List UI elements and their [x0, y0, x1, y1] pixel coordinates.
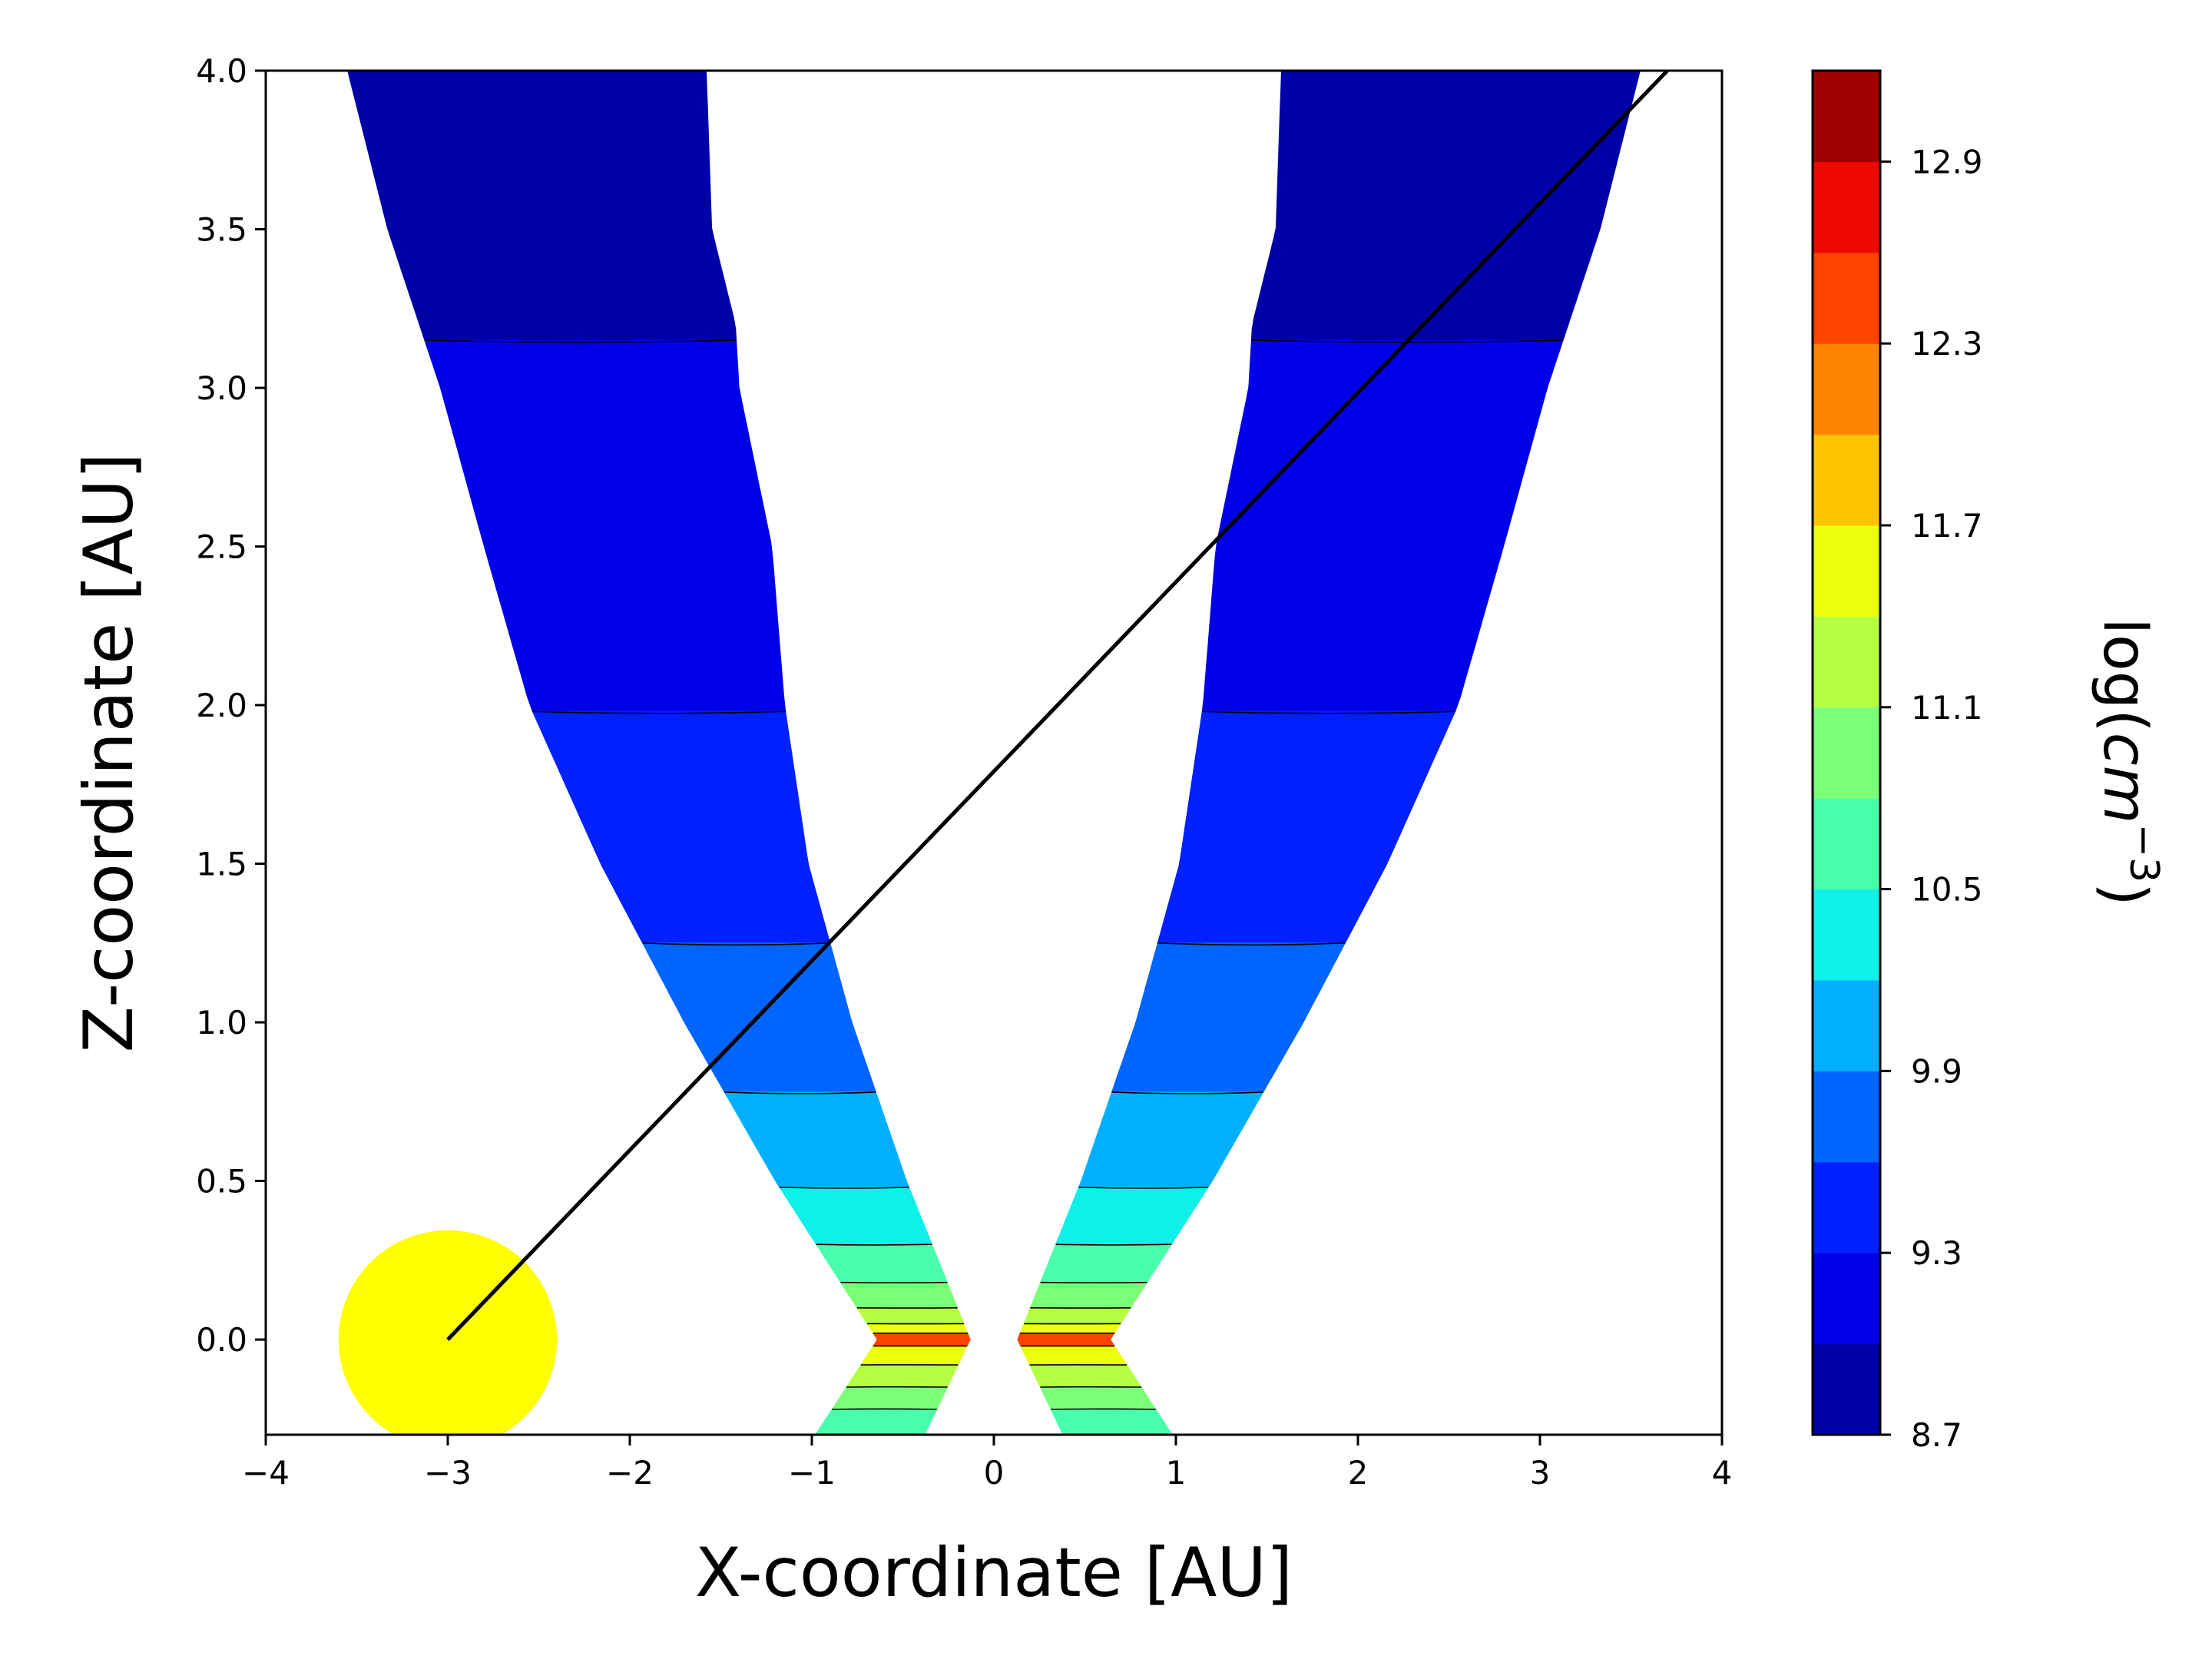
colorbar-segment — [1813, 1161, 1880, 1253]
density-band-left — [859, 1345, 969, 1366]
density-band-left — [866, 1323, 969, 1334]
density-band-left — [424, 339, 786, 712]
colorbar-segment — [1813, 980, 1880, 1071]
density-band-right — [1029, 1282, 1148, 1309]
y-tick-label: 2.5 — [196, 528, 247, 566]
cone-right — [1017, 71, 1641, 1435]
y-tick-label: 4.0 — [196, 52, 247, 90]
colorbar-tick-label: 11.7 — [1911, 507, 1983, 545]
density-band-right — [1019, 1345, 1128, 1366]
density-band-right — [1028, 1364, 1142, 1388]
colorbar-frame — [1811, 69, 1882, 1436]
density-band-left — [815, 1243, 949, 1283]
contour-line — [642, 942, 830, 946]
colorbar-title: log(cm−3) — [2090, 618, 2167, 906]
density-band-right — [1050, 1409, 1173, 1435]
colorbar-segment — [1813, 343, 1880, 435]
x-axis: −4 −3 −2 −1 0 1 2 3 4 — [242, 1435, 1732, 1492]
density-band-right — [1019, 1323, 1121, 1334]
density-band-right — [1023, 1307, 1132, 1324]
y-tick-label: 2.0 — [196, 687, 247, 724]
cone-left — [347, 71, 971, 1435]
density-band-left — [815, 1409, 938, 1435]
colorbar-title-close: ) — [2090, 882, 2159, 906]
density-band-left — [856, 1307, 965, 1324]
x-axis-title: X-coordinate [AU] — [695, 1533, 1293, 1612]
density-band-left — [872, 1333, 971, 1346]
density-band-left — [347, 71, 737, 341]
contour-line — [1111, 1091, 1263, 1094]
x-tick-label: −2 — [606, 1454, 654, 1492]
y-tick-label: 0.0 — [196, 1321, 247, 1359]
colorbar-tick-label: 10.5 — [1911, 871, 1983, 909]
y-tick-label: 3.5 — [196, 211, 247, 249]
colorbar-segment — [1813, 1253, 1880, 1345]
y-axis-title: Z-coordinate [AU] — [69, 452, 148, 1052]
contour-line — [724, 1091, 876, 1094]
colorbar-tick-label: 9.9 — [1911, 1052, 1962, 1090]
density-band-left — [839, 1282, 959, 1309]
density-band-left — [531, 710, 831, 944]
contour-line — [1055, 1243, 1172, 1246]
colorbar-title-base: log( — [2090, 618, 2159, 732]
y-tick-label: 0.5 — [196, 1163, 247, 1200]
contour-line — [1157, 942, 1346, 946]
colorbar-tick-label: 12.9 — [1911, 143, 1983, 180]
density-band-left — [778, 1187, 933, 1245]
colorbar-segment — [1813, 434, 1880, 526]
colorbar — [1811, 69, 1882, 1436]
y-axis: 0.0 0.5 1.0 1.5 2.0 2.5 3.0 3.5 4.0 — [196, 52, 266, 1359]
colorbar-segment — [1813, 161, 1880, 253]
x-tick-label: −3 — [424, 1454, 472, 1492]
contour-line — [779, 1187, 909, 1189]
density-band-right — [1111, 942, 1346, 1093]
y-tick-label: 1.0 — [196, 1004, 247, 1041]
contour-line — [532, 710, 786, 714]
colorbar-segment — [1813, 889, 1880, 981]
plot-area — [338, 71, 1669, 1435]
contour-line — [1078, 1187, 1209, 1189]
colorbar-tick-label: 9.3 — [1911, 1234, 1962, 1272]
x-tick-label: 4 — [1712, 1454, 1733, 1492]
density-band-right — [1201, 339, 1564, 712]
y-tick-label: 3.0 — [196, 369, 247, 407]
density-band-right — [1157, 710, 1456, 944]
colorbar-segment — [1813, 707, 1880, 799]
density-band-left — [831, 1386, 949, 1410]
x-tick-label: 3 — [1530, 1454, 1551, 1492]
x-tick-label: −4 — [242, 1454, 290, 1492]
x-tick-label: −1 — [788, 1454, 836, 1492]
density-band-right — [1039, 1243, 1173, 1283]
colorbar-segment — [1813, 71, 1880, 162]
y-tick-label: 1.5 — [196, 846, 247, 883]
colorbar-tick-label: 11.1 — [1911, 689, 1983, 727]
colorbar-segment — [1813, 616, 1880, 708]
colorbar-tick-label: 12.3 — [1911, 325, 1983, 363]
colorbar-segment — [1813, 1071, 1880, 1163]
density-band-left — [846, 1364, 959, 1388]
colorbar-title-var: cm — [2090, 733, 2159, 824]
density-band-right — [1039, 1386, 1157, 1410]
contour-lines — [424, 339, 1564, 1410]
colorbar-title-exp: −3 — [2121, 824, 2167, 883]
colorbar-segment — [1813, 1343, 1880, 1435]
density-band-left — [724, 1091, 910, 1188]
density-band-right — [1078, 1091, 1264, 1188]
colorbar-segment — [1813, 252, 1880, 344]
colorbar-segment — [1813, 798, 1880, 890]
colorbar-tick-label: 8.7 — [1911, 1416, 1962, 1454]
sight-line — [446, 71, 1669, 1341]
colorbar-segment — [1813, 525, 1880, 617]
x-tick-label: 1 — [1166, 1454, 1187, 1492]
density-band-right — [1055, 1187, 1210, 1245]
contour-line — [424, 339, 737, 343]
contour-line — [1202, 710, 1455, 714]
colorbar-ticks: 8.7 9.3 9.9 10.5 11.1 11.7 12.3 12.9 — [1880, 143, 1983, 1454]
x-tick-label: 2 — [1348, 1454, 1369, 1492]
x-tick-label: 0 — [984, 1454, 1005, 1492]
contour-line — [816, 1243, 932, 1246]
density-band-right — [1017, 1333, 1116, 1346]
